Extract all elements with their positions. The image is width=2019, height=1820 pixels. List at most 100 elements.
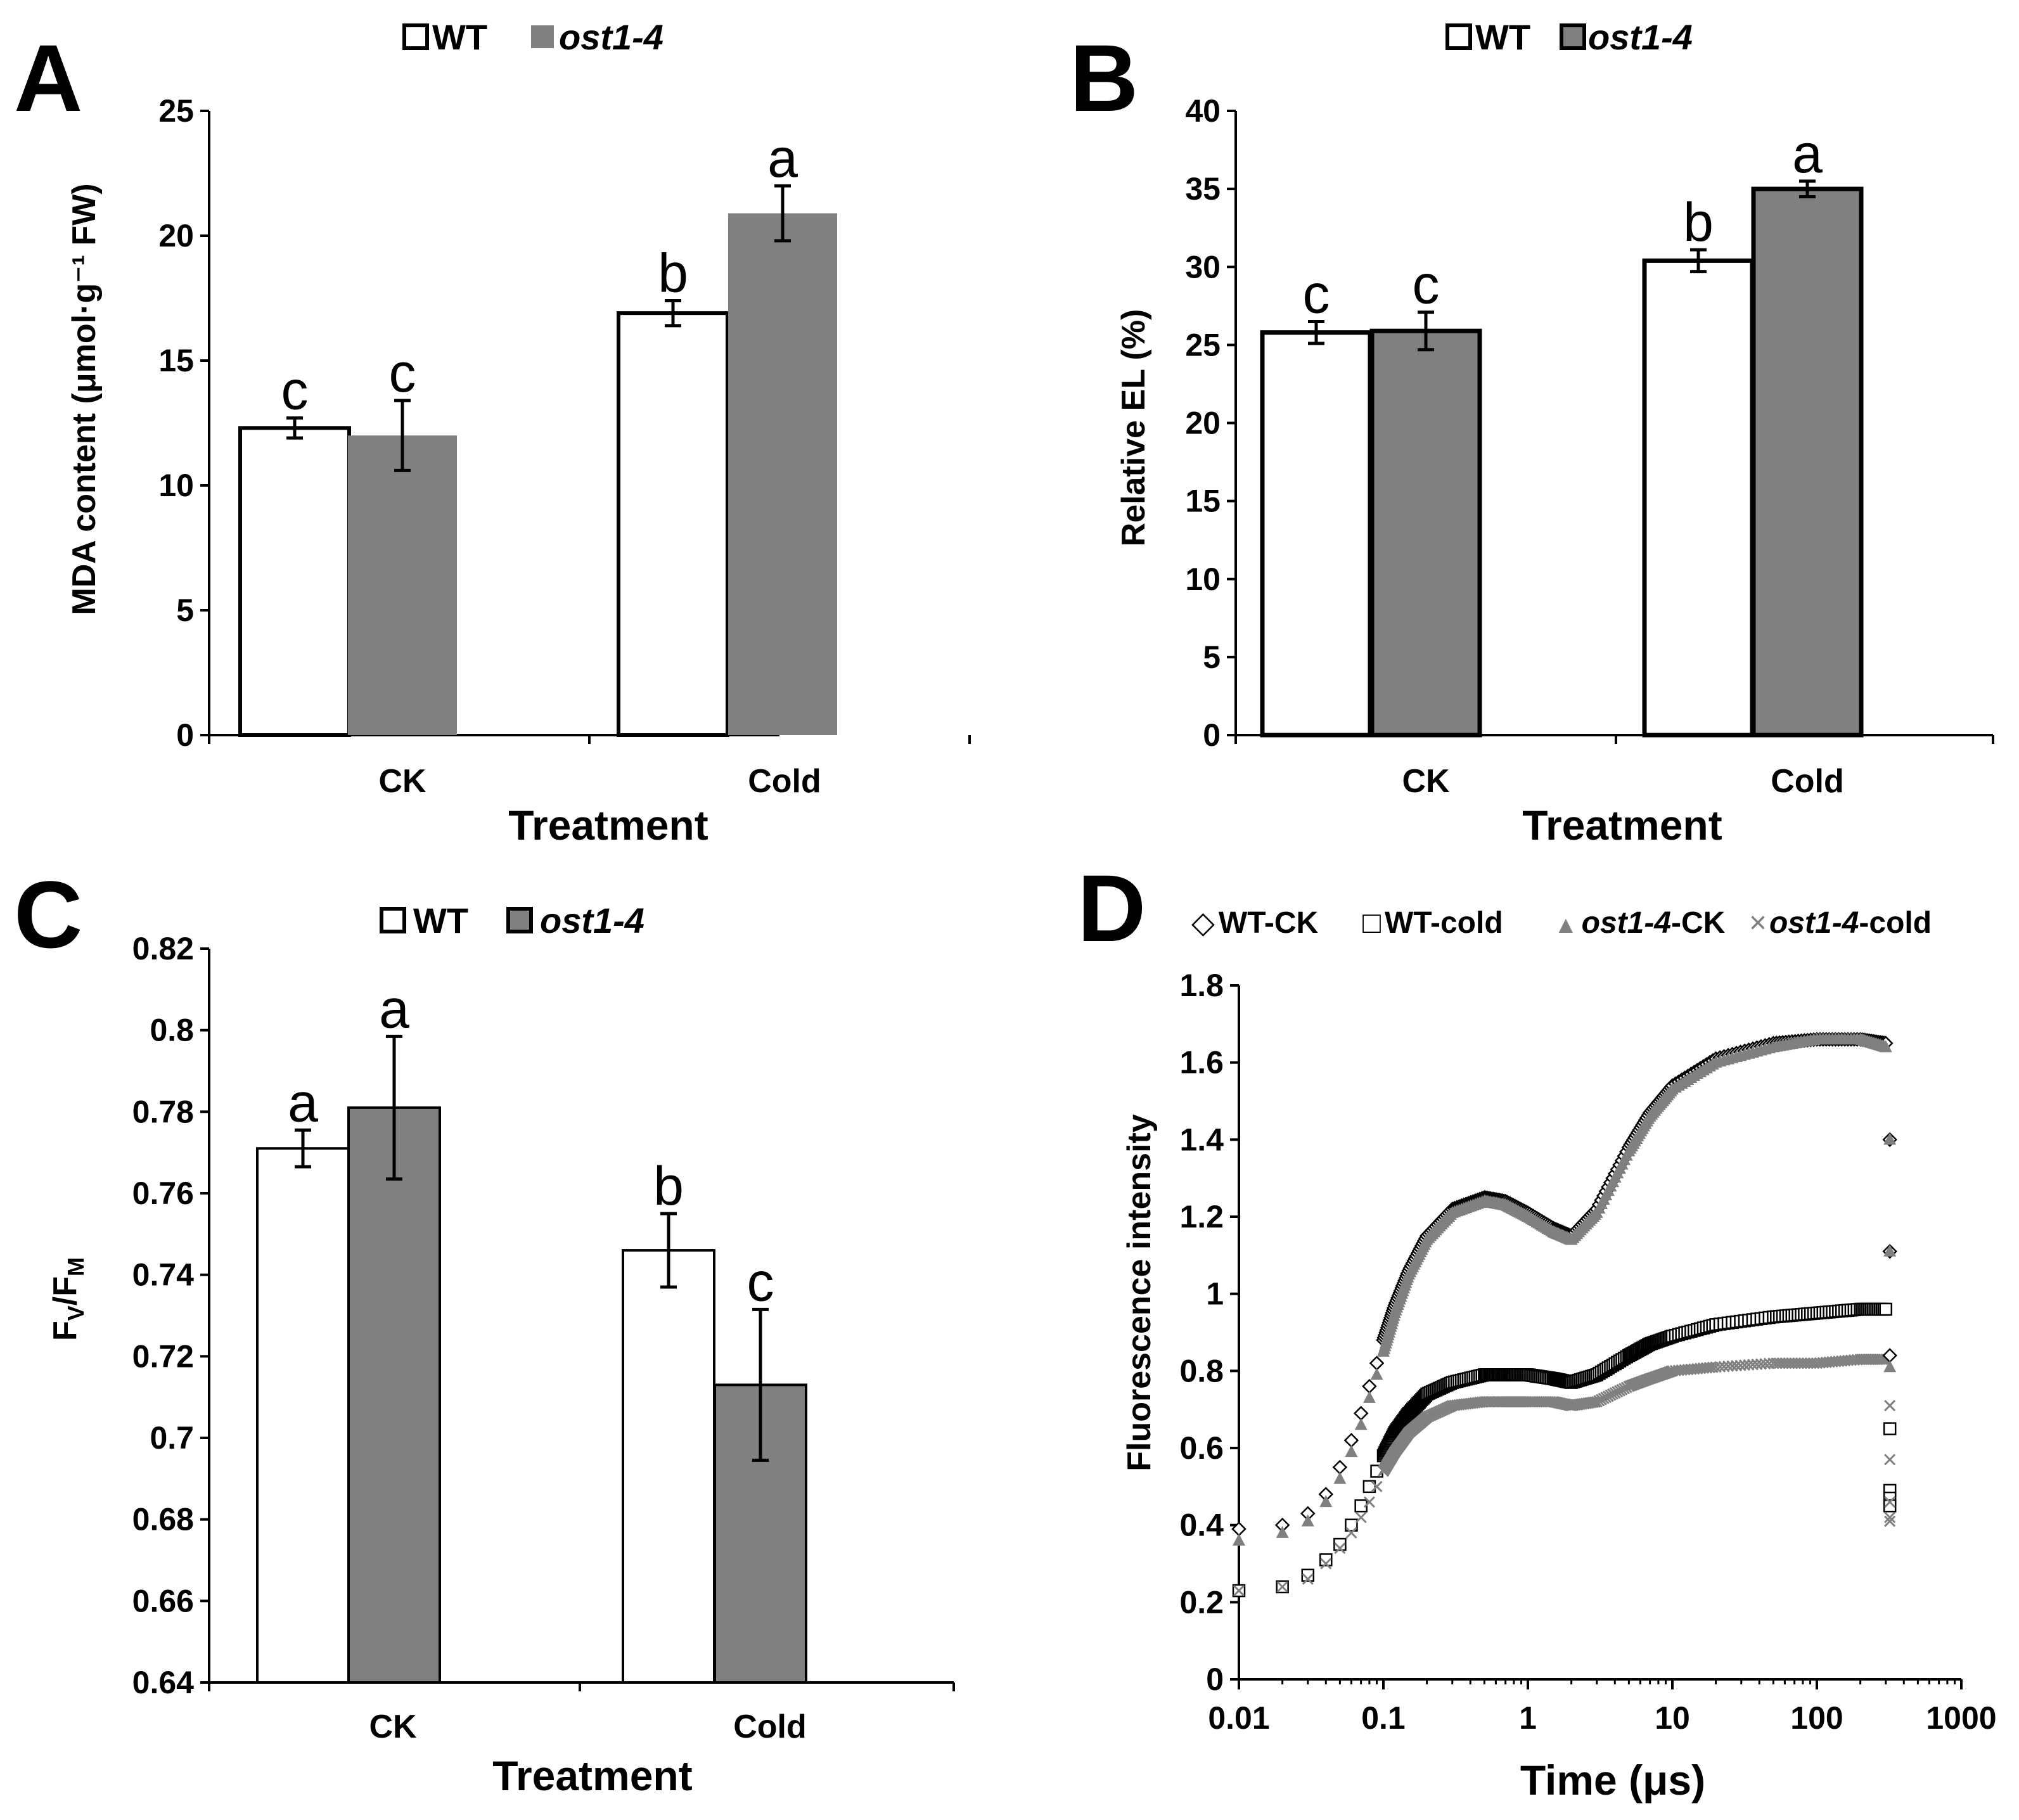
bar-ost1-4-ck — [348, 435, 457, 735]
data-point-ost1-4-CK — [1362, 1390, 1376, 1403]
y-tick-label: 0.82 — [132, 931, 194, 966]
significance-letter: b — [653, 1156, 684, 1217]
x-axis-title-d: Time (μs) — [1520, 1757, 1705, 1804]
data-point-WT-CK — [1353, 1406, 1369, 1421]
data-point-ost1-4-CK — [1301, 1514, 1314, 1527]
y-tick-label: 0.8 — [1179, 1353, 1224, 1388]
tail-point-ost1-4-cold — [1884, 1454, 1896, 1466]
data-point-WT-cold — [1879, 1302, 1893, 1316]
data-point-ost1-4-CK — [1354, 1418, 1368, 1430]
x-tick-label: 1 — [1519, 1700, 1537, 1736]
y-tick-label: 1.6 — [1179, 1045, 1224, 1080]
y-tick-label: 0.7 — [150, 1420, 194, 1456]
category-label-cold-a: Cold — [748, 763, 821, 800]
data-point-ost1-4-cold — [1345, 1527, 1357, 1539]
bar-wt-cold — [617, 311, 729, 737]
y-tick-label: 0.78 — [132, 1094, 194, 1129]
y-tick-label: 0 — [1206, 1662, 1224, 1697]
y-tick-label: 0 — [1203, 717, 1221, 753]
data-point-ost1-4-cold — [1276, 1580, 1288, 1593]
category-label-cold-b: Cold — [1771, 763, 1844, 800]
y-tick-label: 0.8 — [150, 1013, 194, 1048]
x-tick-label: 100 — [1790, 1700, 1843, 1736]
tail-point-ost1-4-CK — [1883, 1244, 1897, 1257]
legend-item-ost1-4-cold: ×ost1-4-cold — [1749, 906, 1932, 940]
panel-letter-b: B — [1070, 25, 1138, 131]
tail-point-WT-cold — [1883, 1499, 1897, 1513]
data-point-ost1-4-cold — [1233, 1585, 1245, 1597]
y-tick-label: 5 — [1203, 639, 1221, 675]
significance-letter: a — [379, 978, 409, 1039]
y-tick-label: 30 — [1185, 249, 1221, 285]
y-tick-label: 0.2 — [1179, 1584, 1224, 1620]
y-axis-title-slash-f: /F — [47, 1276, 84, 1305]
x-tick-label: 0.1 — [1361, 1700, 1406, 1736]
bar-ost1-4-ck — [1369, 328, 1482, 738]
y-tick-label: 0.72 — [132, 1338, 194, 1374]
significance-letter: a — [1792, 124, 1823, 184]
x-tick-label: 0.01 — [1208, 1700, 1269, 1736]
y-tick-label: 0.66 — [132, 1583, 194, 1618]
tail-point-ost1-4-CK — [1883, 1132, 1897, 1145]
y-tick-label: 5 — [176, 593, 194, 628]
y-tick-label: 0.74 — [132, 1257, 195, 1293]
bar-wt-ck — [256, 1147, 350, 1684]
x-tick-label: 1000 — [1926, 1700, 1996, 1736]
tail-point-ost1-4-CK — [1883, 1360, 1897, 1373]
y-tick-label: 0.76 — [132, 1176, 194, 1211]
panel-letter-a: A — [14, 25, 82, 131]
legend-label-ost1-4: ost1-4 — [559, 17, 663, 57]
panel-a: A WT ost1-4 MDA content (μmol·g⁻¹ FW) 0 5… — [14, 17, 971, 849]
data-point-ost1-4-CK — [1879, 1040, 1892, 1053]
data-point-WT-cold — [1319, 1553, 1333, 1567]
data-point-WT-CK — [1369, 1355, 1385, 1371]
y-tick-label: 20 — [1185, 406, 1221, 441]
data-point-WT-CK — [1362, 1378, 1377, 1394]
y-axis-title-d: Fluorescence intensity — [1121, 1114, 1158, 1471]
y-axis-title-a: MDA content (μmol·g⁻¹ FW) — [66, 183, 103, 615]
y-tick-label: 1.8 — [1179, 968, 1224, 1003]
tail-point-WT-cold — [1883, 1422, 1897, 1435]
y-axis-title-sub-v: V — [63, 1305, 89, 1321]
plot-area-c: 0.64 0.66 0.68 0.7 0.72 0.74 0.76 0.78 0.8 0.82 a b… — [132, 931, 955, 1700]
y-tick-label: 1.2 — [1179, 1199, 1224, 1234]
panel-b: B WT ost1-4 Relative EL (%) 0 5 10 15 20 25 30… — [1070, 17, 1994, 849]
y-tick-label: 0.4 — [1179, 1508, 1224, 1543]
cross-icon: × — [1749, 906, 1767, 940]
y-tick-label: 1.4 — [1179, 1122, 1224, 1157]
y-tick-label: 10 — [1185, 561, 1221, 597]
data-point-ost1-4-cold — [1302, 1573, 1314, 1585]
legend-label-ost1-4: ost1-4 — [540, 900, 644, 940]
x-axis-title-a: Treatment — [508, 802, 708, 849]
panel-letter-c: C — [14, 861, 82, 968]
data-point-WT-cold — [1301, 1568, 1315, 1582]
triangle-icon: ▲ — [1554, 912, 1578, 939]
category-label-ck-b: CK — [1402, 763, 1450, 800]
bar-wt-ck — [238, 426, 351, 737]
significance-letter: c — [1303, 264, 1330, 324]
plot-area-a: 0 5 10 15 20 25 c b c a — [158, 93, 971, 753]
legend-item-ost1-4-ck: ▲ ost1-4-CK — [1554, 906, 1726, 940]
legend-swatch-ost1-4 — [1560, 23, 1586, 50]
y-tick-label: 25 — [158, 93, 194, 129]
data-point-ost1-4-cold — [1320, 1558, 1332, 1570]
significance-letter: c — [1413, 255, 1440, 316]
bar-wt-ck — [1260, 330, 1373, 738]
significance-letter: c — [389, 343, 416, 404]
significance-letter: a — [288, 1072, 318, 1133]
y-tick-label: 0.6 — [1179, 1430, 1224, 1466]
y-axis-title-c: FV/FM — [47, 1257, 89, 1341]
y-tick-label: 35 — [1185, 171, 1221, 207]
data-point-WT-CK — [1332, 1459, 1348, 1475]
legend-label-wt: WT — [432, 17, 487, 57]
y-tick-label: 0 — [176, 717, 194, 753]
y-tick-label: 0.64 — [132, 1665, 195, 1700]
square-icon: □ — [1362, 906, 1381, 940]
bar-wt-cold — [1642, 258, 1755, 738]
y-axis-title-f: F — [47, 1321, 84, 1341]
bar-ost1-4-cold — [728, 213, 837, 735]
data-point-ost1-4-CK — [1319, 1495, 1333, 1508]
data-point-ost1-4-CK — [1370, 1368, 1383, 1380]
bar-ost1-4-ck — [347, 1106, 441, 1684]
y-tick-label: 40 — [1185, 93, 1221, 129]
